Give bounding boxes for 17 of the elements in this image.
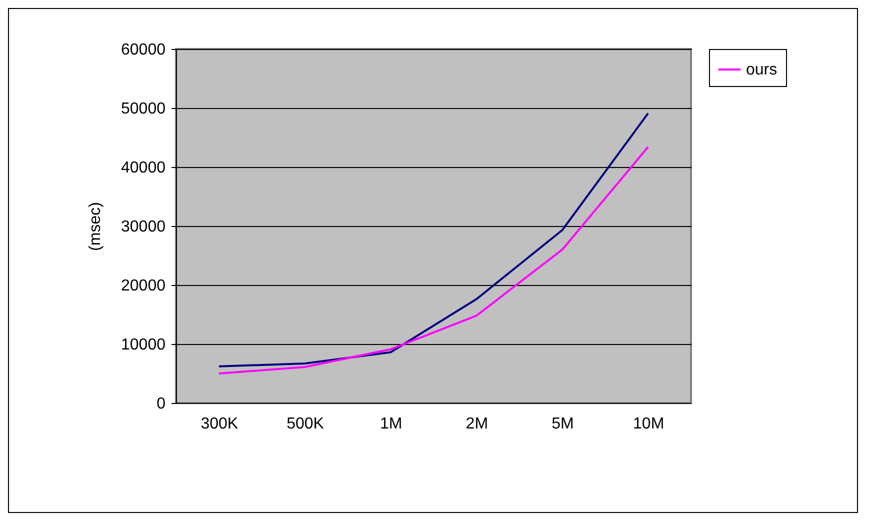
y-tick-label: 30000	[121, 218, 166, 236]
line-series	[218, 146, 650, 374]
y-tick-label: 40000	[121, 160, 166, 176]
y-tick-label: 60000	[121, 42, 166, 58]
x-tick-label: 300K	[200, 416, 238, 432]
y-axis-title: (msec)	[87, 202, 104, 251]
y-tick-label: 50000	[121, 100, 166, 118]
y-tick-label: 10000	[121, 336, 166, 354]
x-tick-label: 1M	[380, 416, 402, 432]
y-tick-label: 20000	[121, 278, 166, 294]
legend-label: ours	[746, 62, 778, 78]
y-tick-label: 0	[156, 396, 166, 412]
x-tick-label: 10M	[633, 416, 664, 432]
line-series	[218, 112, 650, 368]
x-tick-label: 2M	[466, 416, 488, 432]
x-tick-label: 500K	[286, 416, 324, 432]
x-tick-label: 5M	[552, 416, 574, 432]
